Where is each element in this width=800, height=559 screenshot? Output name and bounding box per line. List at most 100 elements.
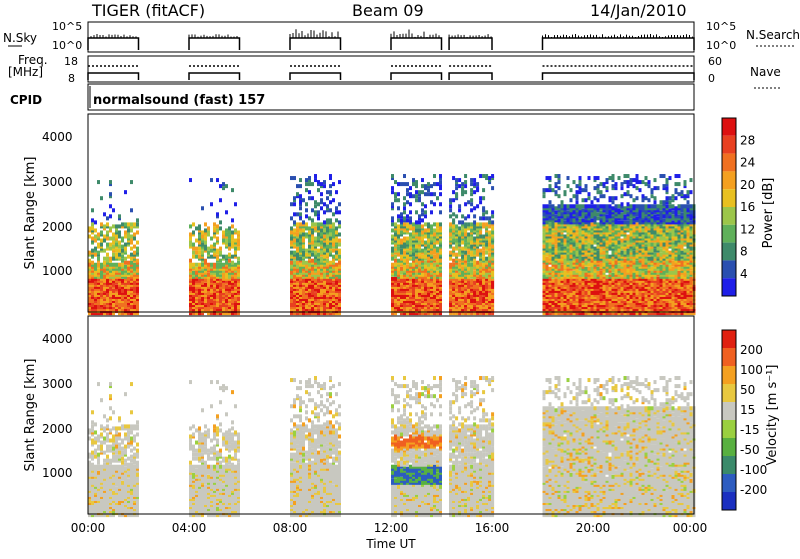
power-cell: [415, 180, 418, 184]
power-cell: [455, 192, 458, 196]
power-cell: [106, 230, 109, 234]
power-cell: [412, 257, 415, 261]
power-cell: [406, 237, 409, 241]
power-cell: [329, 261, 332, 265]
power-cell: [326, 196, 329, 200]
power-cell: [317, 180, 320, 184]
freq-trace: [449, 73, 492, 80]
power-cell: [332, 255, 335, 259]
power-cell: [564, 190, 567, 194]
power-cell: [228, 226, 231, 230]
power-cell: [323, 243, 326, 247]
power-cell: [570, 204, 573, 208]
power-cell: [94, 220, 97, 224]
power-cell: [597, 204, 600, 208]
power-cell: [121, 255, 124, 259]
power-cell: [394, 259, 397, 263]
power-cell: [582, 198, 585, 202]
power-cell: [467, 263, 470, 267]
power-cell: [470, 198, 473, 202]
power-cell: [397, 206, 400, 210]
power-cell: [558, 218, 561, 222]
power-cell: [237, 239, 240, 243]
power-cell: [403, 202, 406, 206]
power-cell: [400, 182, 403, 186]
power-cell: [118, 224, 121, 228]
power-cell: [564, 271, 567, 275]
power-cell: [391, 186, 394, 190]
power-cell: [615, 245, 618, 249]
power-cell: [552, 247, 555, 251]
power-cell: [579, 204, 582, 208]
power-cell: [320, 192, 323, 196]
power-cell: [112, 289, 115, 293]
power-cell: [549, 222, 552, 226]
power-cell: [470, 245, 473, 249]
power-cell: [136, 247, 139, 251]
power-cell: [124, 190, 127, 194]
power-cell: [582, 208, 585, 212]
power-cell: [436, 253, 439, 257]
power-cell: [391, 216, 394, 220]
power-cell: [323, 180, 326, 184]
power-cell: [612, 206, 615, 210]
power-cell: [329, 184, 332, 188]
power-cell: [397, 247, 400, 251]
power-cell: [485, 210, 488, 214]
power-cell: [130, 253, 133, 257]
power-cell: [112, 263, 115, 267]
power-cell: [573, 180, 576, 184]
power-cell: [436, 222, 439, 226]
freq-trace: [543, 73, 695, 80]
power-cell: [403, 174, 406, 178]
power-cell: [189, 224, 192, 228]
power-cell: [314, 222, 317, 226]
power-cell: [576, 259, 579, 263]
power-cell: [476, 204, 479, 208]
power-cell: [612, 273, 615, 277]
power-cell: [219, 251, 222, 255]
power-cell: [290, 237, 293, 241]
power-cell: [335, 263, 338, 267]
power-cell: [234, 247, 237, 251]
power-cell: [470, 182, 473, 186]
power-cell: [204, 228, 207, 232]
power-cell: [452, 224, 455, 228]
power-cell: [473, 237, 476, 241]
power-cell: [201, 251, 204, 255]
power-cell: [118, 241, 121, 245]
power-cell: [436, 196, 439, 200]
power-cell: [231, 241, 234, 245]
power-cell: [228, 243, 231, 247]
power-cell: [427, 192, 430, 196]
power-cell: [133, 232, 136, 236]
power-cell: [485, 251, 488, 255]
power-cell: [213, 226, 216, 230]
power-cell: [225, 228, 228, 232]
power-cell: [558, 174, 561, 178]
power-cell: [338, 180, 341, 184]
power-cell: [225, 261, 228, 265]
power-cell: [121, 222, 124, 226]
power-cell: [219, 263, 222, 267]
power-cell: [409, 263, 412, 267]
power-cell: [314, 174, 317, 178]
power-cell: [290, 216, 293, 220]
power-cell: [326, 241, 329, 245]
power-cell: [618, 265, 621, 269]
power-cell: [473, 261, 476, 265]
power-cell: [222, 255, 225, 259]
power-cell: [210, 263, 213, 267]
power-cell: [424, 210, 427, 214]
power-cell: [421, 237, 424, 241]
power-cell: [615, 269, 618, 273]
power-cell: [237, 230, 240, 234]
power-cell: [293, 176, 296, 180]
power-cell: [231, 188, 234, 192]
power-cell: [582, 230, 585, 234]
power-cell: [409, 283, 412, 287]
freq-trace: [290, 73, 341, 80]
power-cell: [455, 178, 458, 182]
power-cell: [133, 263, 136, 267]
power-cell: [228, 230, 231, 234]
